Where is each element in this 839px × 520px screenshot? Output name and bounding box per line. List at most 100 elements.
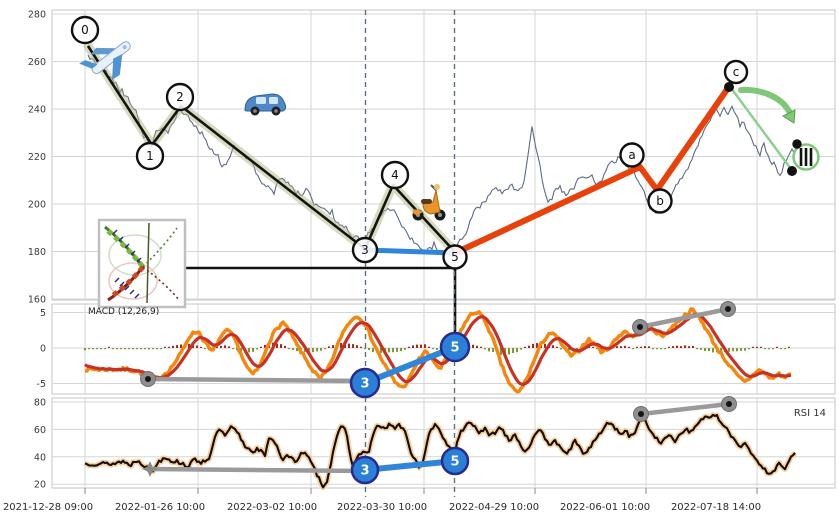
macd-histogram-bar (552, 345, 554, 348)
price-annotation-circle (70, 15, 100, 45)
macd-histogram-bar (172, 345, 174, 348)
macd-histogram-bar (312, 348, 314, 353)
wave-count-label: 3 (360, 464, 369, 479)
rsi-panel (83, 412, 798, 491)
impulse-line-abc (453, 86, 731, 256)
inset-red-dotted (142, 266, 180, 301)
macd-histogram-bar (780, 348, 782, 350)
rsi-halo (83, 412, 798, 491)
macd-histogram-bar (784, 348, 786, 350)
macd-histogram-bar (332, 345, 334, 348)
macd-histogram-bar (436, 348, 438, 350)
macd-histogram-bar (168, 346, 170, 348)
macd-histogram-bar (148, 348, 150, 350)
inset-ghost (108, 262, 158, 300)
trend-dot-center (145, 376, 151, 382)
price-annotation-circle (351, 236, 379, 264)
macd-histogram-bar (632, 348, 634, 350)
macd-histogram-bar (684, 345, 686, 348)
macd-histogram-bar (284, 345, 286, 348)
macd-histogram-bar (788, 346, 790, 348)
macd-histogram-bar (116, 348, 118, 350)
airplane-near-wing (112, 53, 123, 80)
date-axis-label: 2022-03-30 10:00 (337, 502, 427, 513)
rsi-line (84, 413, 796, 489)
macd-histogram-bar (424, 344, 426, 348)
macd-histogram-bar (260, 346, 262, 348)
macd-histogram-bar (508, 348, 510, 355)
target-bars-icon (799, 148, 803, 166)
macd-histogram-bar (760, 346, 762, 348)
black-dot (792, 139, 802, 149)
macd-histogram-bar (596, 348, 598, 350)
macd-histogram-bar (752, 346, 754, 348)
macd-histogram-bar (524, 346, 526, 348)
macd-histogram-bar (764, 348, 766, 350)
price-annotation-circle (647, 188, 673, 214)
macd-histogram-bar (288, 348, 290, 350)
macd-histogram-bar (216, 346, 218, 348)
macd-histogram-bar (660, 348, 662, 350)
macd-histogram-bar (264, 344, 266, 348)
macd-histogram-bar (100, 348, 102, 350)
macd-histogram-bar (680, 346, 682, 348)
macd-histogram-bar (296, 348, 298, 352)
wave-count-circle (349, 367, 381, 399)
macd-histogram-bar (700, 348, 702, 350)
black-dot (724, 82, 734, 92)
scooter-front (412, 209, 423, 215)
axis-labels: 28026024022020018016050-5806040202021-12… (3, 10, 761, 514)
macd-histogram-bar (160, 348, 162, 350)
macd-histogram-bar (252, 348, 254, 352)
price-axis-tick: 180 (28, 247, 46, 258)
macd-histogram-bar (176, 345, 178, 348)
inset-blue-tick (114, 277, 120, 283)
scooter-headlight (434, 184, 440, 190)
macd-histogram-bar (364, 348, 366, 350)
macd-histogram-bar (740, 348, 742, 351)
macd-histogram-bar (316, 348, 318, 352)
macd-histogram-bar (628, 346, 630, 348)
macd-histogram-bar (736, 348, 738, 352)
price-annotation-circle (723, 59, 749, 85)
callout-line (186, 266, 457, 334)
macd-histogram-bar (392, 348, 394, 353)
macd-histogram-bar (380, 348, 382, 353)
macd-histogram-bar (320, 348, 322, 351)
macd-histogram-bar (368, 348, 370, 350)
price-panel (79, 41, 820, 334)
trend-star-marker (142, 461, 158, 477)
price-axis-tick: 260 (28, 57, 46, 68)
macd-histogram-bar (624, 345, 626, 348)
macd-histogram-bar (256, 348, 258, 350)
date-axis-label: 2022-01-26 10:00 (115, 502, 205, 513)
macd-histogram-bar (512, 348, 514, 353)
macd-histogram-bar (644, 346, 646, 348)
inset-blue-tick (112, 229, 118, 235)
macd-histogram-bar (96, 348, 98, 350)
macd-histogram-bar (220, 345, 222, 348)
macd-histogram-bar (748, 348, 750, 350)
scooter-icon (412, 184, 446, 221)
phase-icons (79, 41, 446, 221)
target-bars-icon (809, 148, 813, 166)
macd-histogram-bar (196, 345, 198, 348)
macd-histogram-bar (516, 348, 518, 353)
macd-histogram-bar (420, 344, 422, 348)
macd-histogram-bar (492, 348, 494, 352)
price-axis-tick: 220 (28, 152, 46, 163)
date-axis-label: 2022-06-01 10:00 (560, 502, 650, 513)
target-bars-icon (804, 148, 808, 166)
macd-histogram-bar (676, 345, 678, 348)
macd-histogram-bar (372, 348, 374, 353)
annotations-layer: 3 5 3 5 0 1 2 3 4 5 a b c (70, 15, 749, 485)
car-icon (244, 93, 287, 116)
macd-histogram-bar (232, 348, 234, 350)
macd-histogram-bar (500, 348, 502, 355)
macd-histogram-bar (732, 348, 734, 352)
macd-histogram-bar (488, 348, 490, 352)
price-annotation-label: 2 (176, 90, 184, 104)
macd-histogram-bar (92, 348, 94, 350)
macd-histogram-bar (156, 348, 158, 350)
